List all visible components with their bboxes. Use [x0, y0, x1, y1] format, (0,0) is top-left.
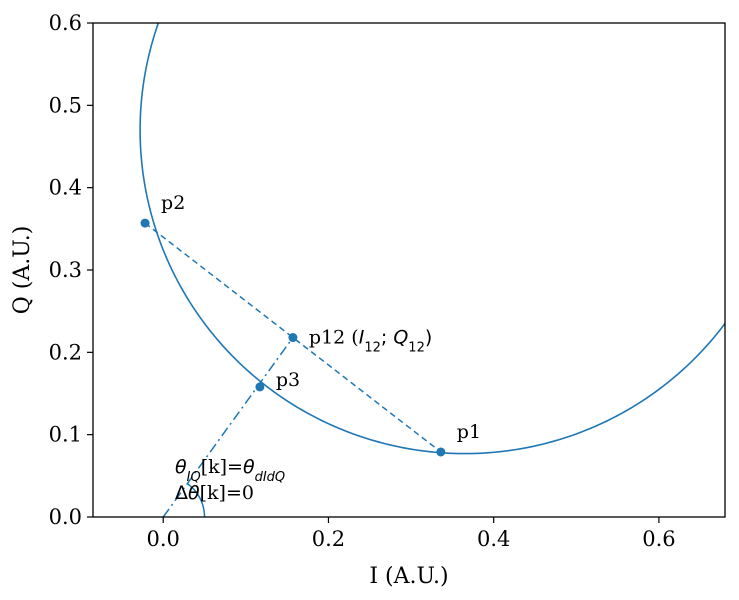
- point-label-p3: p3: [276, 369, 300, 391]
- point-label-p12: p12 (I12; Q12): [309, 327, 432, 356]
- y-tick-label: 0.3: [49, 258, 82, 282]
- chord-dashed-line: [144, 222, 442, 453]
- y-tick-label: 0.6: [49, 11, 82, 35]
- point-p12: [288, 333, 298, 343]
- y-tick-label: 0.1: [49, 423, 82, 447]
- y-axis-label: Q (A.U.): [10, 226, 35, 315]
- plot-area: [139, 23, 725, 517]
- point-label-p1: p1: [457, 421, 481, 443]
- angle-arc: [186, 482, 206, 517]
- x-tick-label: 0.2: [312, 527, 345, 551]
- x-tick-label: 0.0: [147, 527, 180, 551]
- y-tick-label: 0.5: [49, 93, 82, 117]
- circle-curve: [139, 23, 725, 455]
- angle-dashdot-line: [162, 337, 294, 517]
- points-layer: p1 p2 p12 (I12; Q12) p3: [140, 192, 481, 457]
- y-tick-label: 0.2: [49, 340, 82, 364]
- axes-frame: [92, 22, 726, 518]
- annotation-theta-line: θIQ[k]=θdIdQ: [175, 456, 285, 485]
- point-label-p2: p2: [161, 192, 185, 214]
- point-p3: [255, 382, 265, 392]
- y-tick-label: 0.0: [49, 505, 82, 529]
- point-p2: [140, 218, 150, 228]
- point-p1: [436, 447, 446, 457]
- annotation-delta-line: Δθ[k]=0: [175, 482, 254, 504]
- x-tick-label: 0.4: [477, 527, 510, 551]
- x-axis-label: I (A.U.): [369, 564, 448, 589]
- ticks-layer: 0.0 0.2 0.4 0.6 0.0 0.1 0.2 0.3 0.4 0.5 0.6: [49, 11, 676, 551]
- x-tick-label: 0.6: [642, 527, 675, 551]
- y-tick-label: 0.4: [49, 176, 82, 200]
